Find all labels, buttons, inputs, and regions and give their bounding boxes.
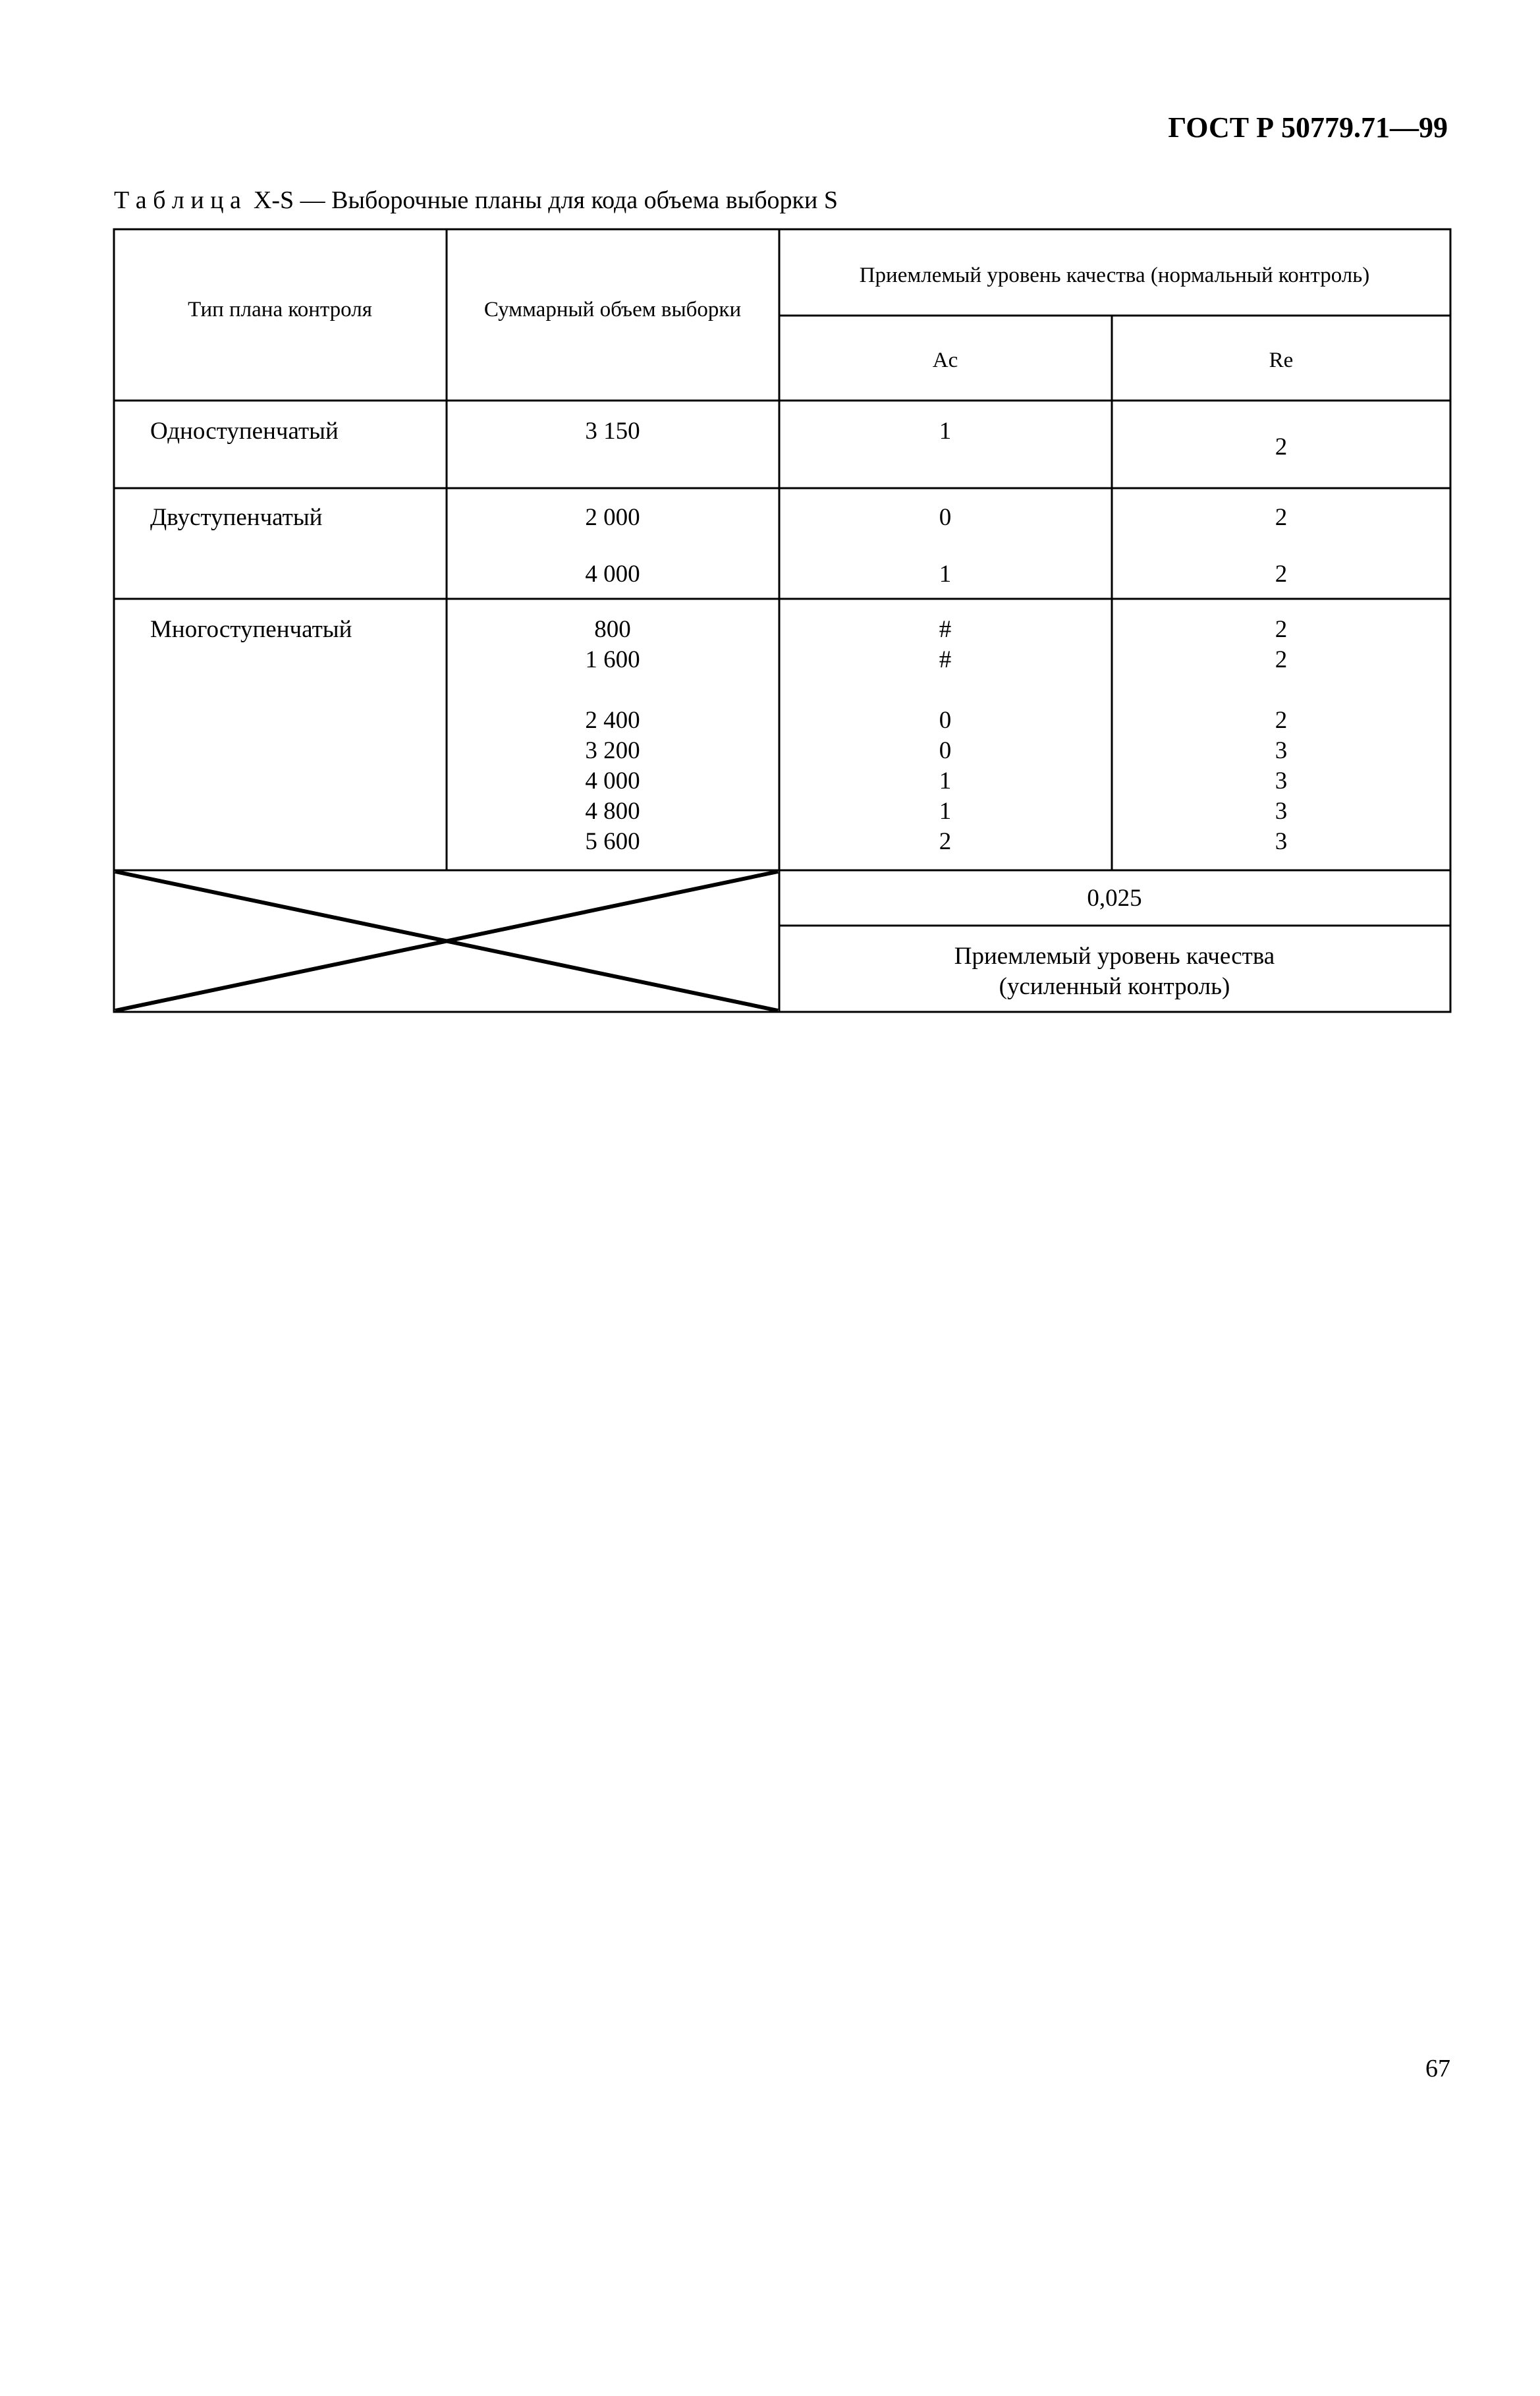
ac-value: 2 — [939, 828, 952, 855]
sample-size: 5 600 — [585, 828, 640, 855]
re-value: 3 — [1275, 828, 1288, 855]
sample-size: 2 400 — [585, 707, 640, 734]
sample-size: 2 000 — [585, 504, 640, 531]
sample-size: 3 150 — [585, 418, 640, 445]
ac-value: # — [939, 646, 952, 673]
cross-out-mark — [115, 870, 779, 1013]
aql-tightened-label: (усиленный контроль) — [999, 973, 1230, 1000]
ac-value: 1 — [939, 798, 952, 825]
page-number: 67 — [1425, 2055, 1450, 2082]
table-caption: Т а б л и ц а X-S — Выборочные планы для… — [114, 186, 838, 215]
re-value: 2 — [1275, 504, 1288, 531]
aql-value: 0,025 — [1087, 885, 1142, 912]
sample-size: 4 000 — [585, 767, 640, 794]
document-number: ГОСТ Р 50779.71—99 — [1168, 111, 1448, 144]
multi-re-column: 2 2 2 3 3 3 3 — [1275, 615, 1288, 857]
re-value: 3 — [1275, 767, 1288, 794]
re-value: 3 — [1275, 798, 1288, 825]
ac-value: 1 — [939, 418, 952, 445]
sample-size: 1 600 — [585, 646, 640, 673]
caption-text: X-S — Выборочные планы для кода объема в… — [253, 186, 838, 214]
re-value: 3 — [1275, 737, 1288, 764]
ac-value: 0 — [939, 504, 952, 531]
ac-value: 1 — [939, 767, 952, 794]
ac-value: 1 — [939, 561, 952, 588]
plan-type-single: Одноступенчатый — [150, 418, 339, 445]
table-border — [113, 228, 1452, 1013]
plan-type-double: Двуступенчатый — [150, 504, 323, 531]
re-value: 2 — [1275, 707, 1288, 734]
ac-value: 0 — [939, 737, 952, 764]
re-value: 2 — [1275, 561, 1288, 588]
sample-size: 800 — [594, 616, 631, 643]
caption-label: Т а б л и ц а — [114, 186, 241, 214]
re-value: 2 — [1275, 646, 1288, 673]
plan-type-multiple: Многоступенчатый — [150, 616, 352, 643]
ac-value: # — [939, 616, 952, 643]
sample-size: 4 800 — [585, 798, 640, 825]
re-value: 2 — [1275, 616, 1288, 643]
sample-size: 3 200 — [585, 737, 640, 764]
header-total-sample: Суммарный объем выборки — [483, 298, 742, 321]
header-aql-normal: Приемлемый уровень качества (нормальный … — [859, 264, 1370, 287]
re-value: 2 — [1275, 433, 1288, 460]
aql-tightened-label: Приемлемый уровень качества — [954, 943, 1275, 970]
header-ac: Ac — [932, 348, 958, 372]
multi-ac-column: # # 0 0 1 1 2 — [939, 615, 952, 857]
ac-value: 0 — [939, 707, 952, 734]
header-re: Re — [1269, 348, 1294, 372]
multi-sample-column: 800 1 600 2 400 3 200 4 000 4 800 5 600 — [585, 615, 640, 857]
sample-size: 4 000 — [585, 561, 640, 588]
header-plan-type: Тип плана контроля — [188, 298, 372, 321]
